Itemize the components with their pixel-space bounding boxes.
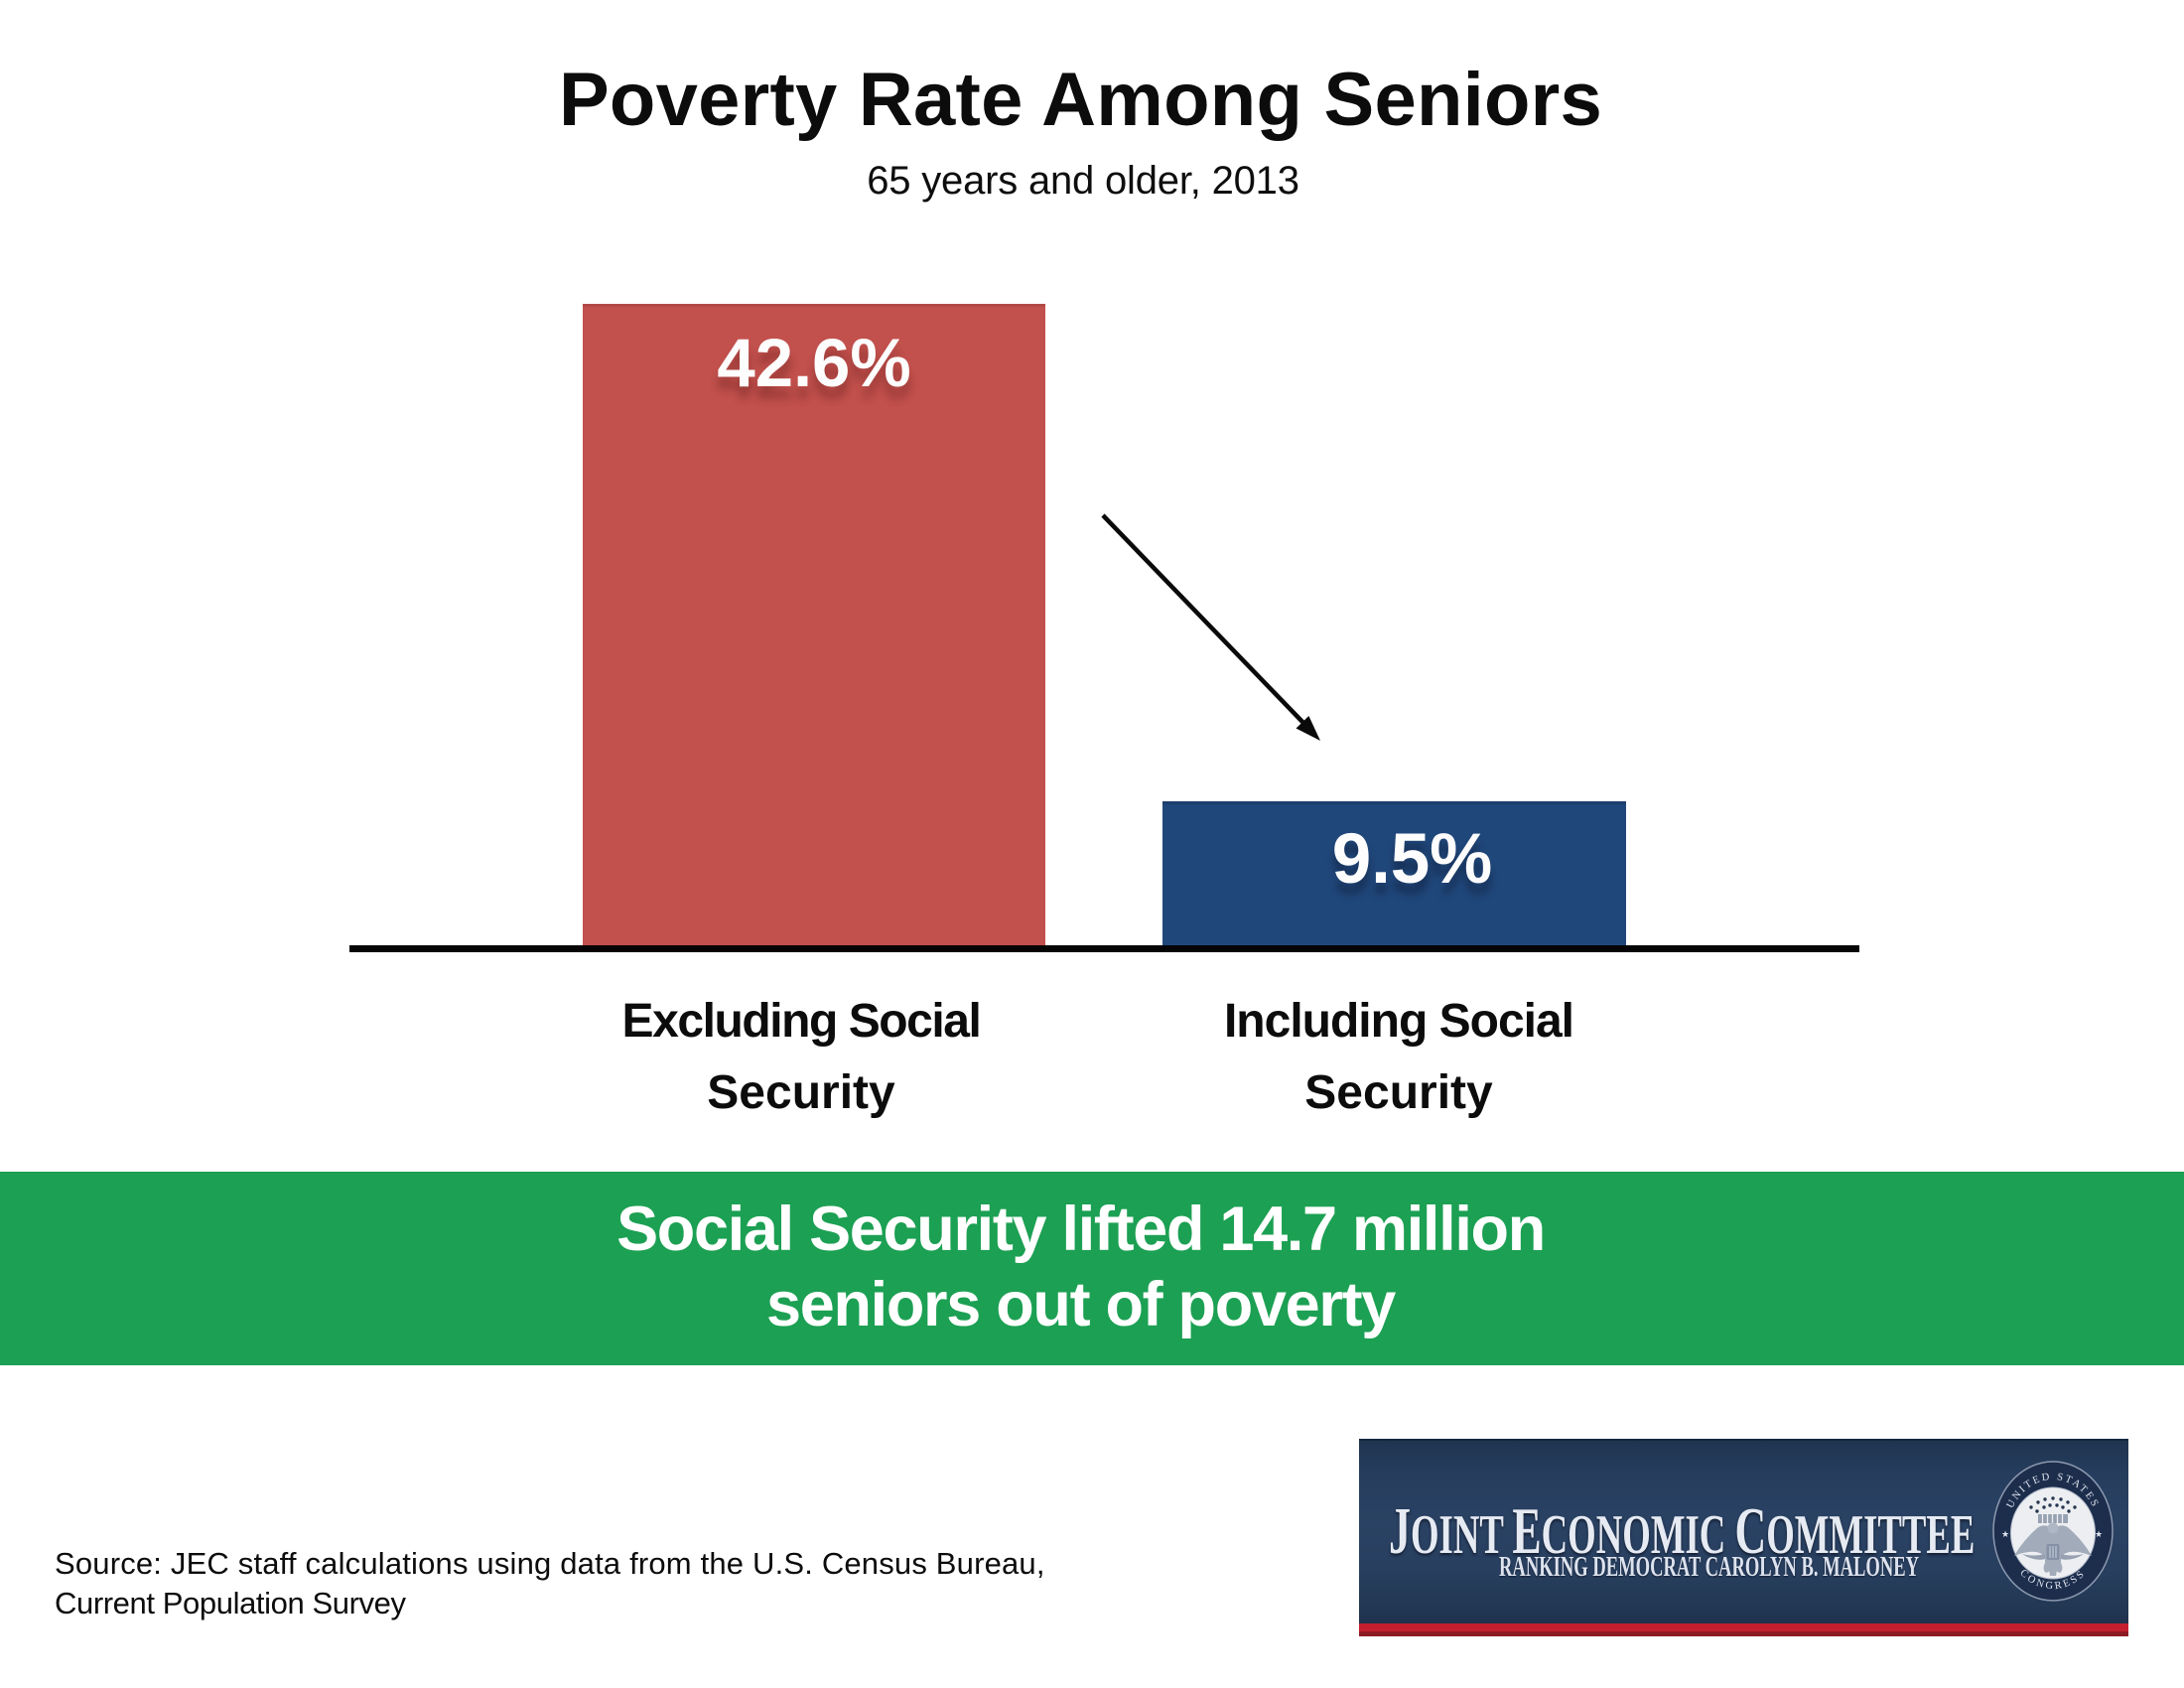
svg-text:★: ★: [2095, 1529, 2103, 1539]
svg-text:★: ★: [2001, 1529, 2009, 1539]
